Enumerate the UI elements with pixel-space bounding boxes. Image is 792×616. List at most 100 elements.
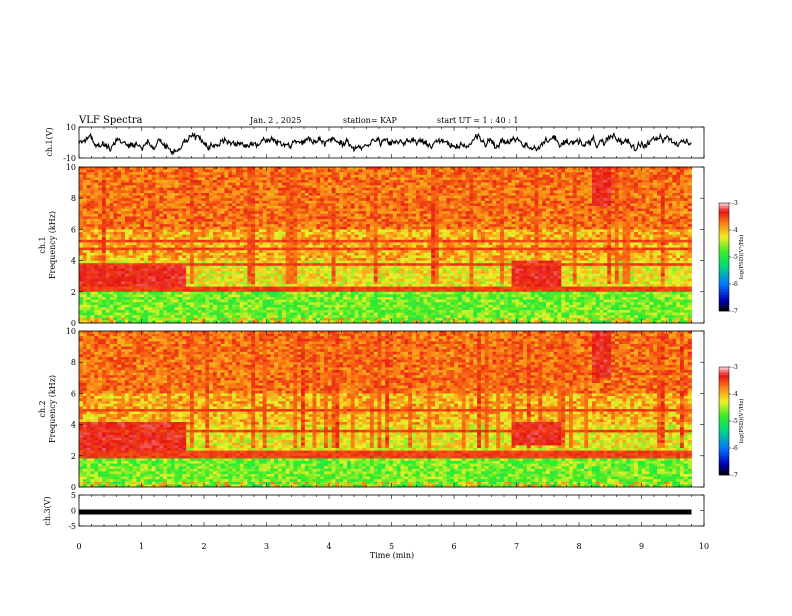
spectrogram-cell (243, 185, 248, 189)
spectrogram-cell (90, 226, 95, 230)
spectrogram-cell (82, 195, 88, 199)
spectrogram-cell (289, 268, 294, 272)
spectrogram-cell (270, 190, 275, 194)
spectrogram-cell (109, 245, 114, 248)
spectrogram-cell (186, 216, 191, 220)
spectrogram-cell (316, 232, 321, 235)
spectrogram-cell (331, 169, 336, 173)
spectrogram-cell (316, 307, 321, 311)
spectrogram-cell (274, 177, 279, 181)
spectrogram-cell (316, 310, 321, 313)
spectrogram-cell (247, 180, 252, 183)
spectrogram-cell (209, 172, 214, 176)
spectrogram-cell (354, 260, 359, 264)
spectrogram-cell (232, 232, 237, 235)
spectrogram-cell (182, 317, 187, 321)
spectrogram-cell (190, 232, 195, 235)
spectrogram-cell (366, 167, 371, 170)
spectrogram-cell (331, 302, 336, 306)
spectrogram-cell (86, 182, 91, 186)
spectrogram-cell (167, 258, 172, 261)
spectrogram-cell (178, 291, 183, 295)
spectrogram-cell (385, 307, 390, 311)
spectrogram-cell (354, 195, 359, 199)
spectrogram-cell (201, 242, 206, 246)
spectrogram-cell (308, 252, 313, 256)
spectrogram-cell (369, 221, 375, 225)
spectrogram-cell (304, 263, 310, 267)
spectrogram-cell (155, 193, 160, 196)
spectrogram-cell (339, 195, 344, 199)
spectrogram-cell (381, 203, 386, 207)
spectrogram-cell (228, 219, 233, 222)
spectrogram-cell (136, 252, 141, 256)
spectrogram-cell (278, 206, 283, 209)
spectrogram-cell (255, 286, 260, 290)
spectrogram-cell (79, 213, 84, 217)
spectrogram-cell (182, 216, 187, 220)
spectrogram-cell (362, 200, 367, 204)
spectrogram-cell (281, 239, 287, 243)
spectrogram-cell (163, 234, 168, 238)
spectrogram-cell (155, 208, 160, 212)
spectrogram-cell (182, 195, 187, 199)
spectrogram-cell (228, 208, 233, 212)
spectrogram-cell (285, 307, 290, 311)
spectrogram-cell (124, 312, 130, 316)
spectrogram-cell (178, 169, 183, 173)
spectrogram-cell (193, 239, 199, 243)
spectrogram-cell (281, 216, 287, 220)
spectrogram-cell (312, 317, 317, 321)
spectrogram-cell (105, 320, 111, 324)
spectrogram-cell (392, 169, 398, 173)
spectrogram-cell (90, 167, 95, 170)
spectrogram-cell (132, 252, 137, 256)
spectrogram-cell (201, 174, 206, 178)
spectrogram-cell (82, 213, 88, 217)
spectrogram-cell (301, 232, 306, 235)
spectrogram-cell (258, 252, 264, 256)
spectrogram-cell (339, 242, 344, 246)
spectrogram-cell (190, 289, 195, 293)
spectrogram-cell (124, 268, 130, 272)
spectrogram-cell (98, 206, 103, 209)
spectrogram-cell (262, 232, 267, 235)
spectrogram-cell (170, 317, 176, 321)
spectrogram-cell (155, 320, 160, 324)
spectrogram-cell (274, 198, 279, 202)
spectrogram-cell (113, 291, 118, 295)
spectrogram-cell (205, 289, 210, 293)
spectrogram-cell (228, 198, 233, 202)
spectrogram-cell (178, 195, 183, 199)
spectrogram-cell (293, 263, 298, 267)
spectrogram-cell (105, 273, 111, 277)
spectrogram-cell (228, 299, 233, 303)
spectrogram-cell (381, 294, 386, 298)
spectrogram-cell (82, 239, 88, 243)
spectrogram-cell (86, 304, 91, 308)
spectrogram-cell (346, 216, 352, 220)
spectrogram-cell (151, 213, 156, 217)
spectrogram-cell (136, 167, 141, 170)
spectrogram-cell (354, 297, 359, 300)
spectrogram-cell (358, 252, 363, 256)
spectrogram-cell (121, 206, 126, 209)
spectrogram-cell (101, 297, 107, 300)
spectrogram-cell (389, 258, 394, 261)
spectrogram-cell (327, 247, 333, 251)
spectrogram-cell (117, 284, 122, 287)
spectrogram-cell (278, 190, 283, 194)
spectrogram-cell (316, 226, 321, 230)
spectrogram-cell (209, 302, 214, 306)
spectrogram-cell (136, 229, 141, 233)
spectrogram-cell (251, 304, 256, 308)
spectrogram-cell (297, 250, 302, 254)
spectrogram-cell (377, 252, 382, 256)
spectrogram-cell (121, 208, 126, 212)
spectrogram-cell (381, 187, 386, 191)
spectrogram-cell (278, 310, 283, 313)
spectrogram-cell (247, 206, 252, 209)
spectrogram-cell (320, 185, 325, 189)
spectrogram-cell (167, 229, 172, 233)
spectrogram-cell (163, 304, 168, 308)
